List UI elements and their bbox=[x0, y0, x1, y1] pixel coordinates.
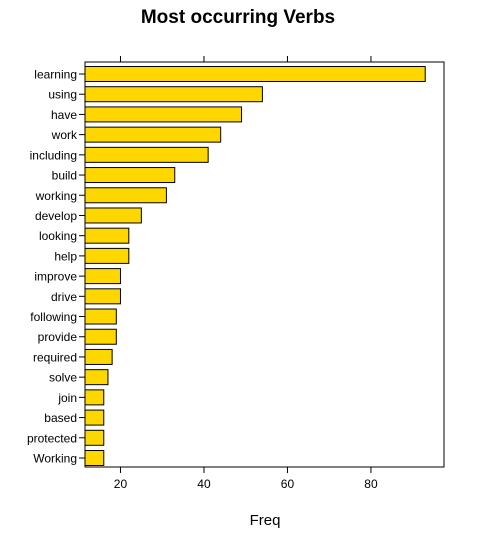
bar-develop bbox=[84, 207, 142, 224]
bar-using bbox=[84, 86, 263, 103]
bar-help bbox=[84, 247, 130, 264]
bar-solve bbox=[84, 369, 109, 386]
category-label-required: required bbox=[33, 350, 77, 364]
category-label-have: have bbox=[51, 108, 77, 122]
plot-frame bbox=[84, 61, 445, 468]
category-label-based: based bbox=[44, 411, 77, 425]
x-axis-label: Freq bbox=[250, 512, 281, 529]
category-label-looking: looking bbox=[39, 229, 77, 243]
bar-working bbox=[84, 187, 167, 204]
bar-build bbox=[84, 167, 176, 184]
category-label-working: Working bbox=[33, 452, 77, 466]
category-label-protected: protected bbox=[27, 431, 77, 445]
x-axes: 20 40 60 80 bbox=[79, 56, 378, 491]
category-label-solve: solve bbox=[49, 371, 77, 385]
bar-following bbox=[84, 308, 117, 325]
bar-based bbox=[84, 409, 105, 426]
bar-protected bbox=[84, 429, 105, 446]
category-label-improve: improve bbox=[34, 270, 77, 284]
bar-provide bbox=[84, 328, 117, 345]
chart-title: Most occurring Verbs bbox=[141, 7, 335, 28]
x-tick-label: 20 bbox=[114, 477, 128, 491]
category-label-working: working bbox=[35, 189, 77, 203]
x-tick-label: 80 bbox=[364, 477, 378, 491]
category-label-work: work bbox=[51, 128, 78, 142]
x-tick-label: 60 bbox=[281, 477, 295, 491]
bar-required bbox=[84, 348, 113, 365]
bar-have bbox=[84, 106, 243, 123]
category-label-using: using bbox=[48, 88, 77, 102]
category-label-learning: learning bbox=[34, 68, 77, 82]
x-tick-label: 40 bbox=[197, 477, 211, 491]
category-label-including: including bbox=[30, 148, 77, 162]
category-label-build: build bbox=[52, 169, 77, 183]
category-label-drive: drive bbox=[51, 290, 77, 304]
bar-working bbox=[84, 450, 105, 466]
category-label-following: following bbox=[30, 310, 77, 324]
category-label-join: join bbox=[57, 391, 77, 405]
category-label-provide: provide bbox=[38, 330, 78, 344]
bar-learning bbox=[84, 66, 426, 82]
category-label-develop: develop bbox=[35, 209, 77, 223]
bar-looking bbox=[84, 227, 130, 244]
bars-layer bbox=[84, 66, 426, 466]
category-label-help: help bbox=[54, 249, 77, 263]
bar-work bbox=[84, 126, 222, 143]
category-labels: learning using have work including build worki… bbox=[27, 68, 78, 466]
bar-including bbox=[84, 146, 209, 163]
bar-improve bbox=[84, 268, 121, 285]
bar-join bbox=[84, 389, 105, 406]
bar-drive bbox=[84, 288, 121, 305]
